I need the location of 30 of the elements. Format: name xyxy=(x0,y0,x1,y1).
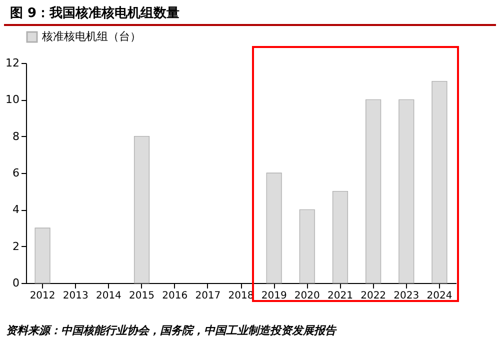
x-tick-label: 2024 xyxy=(426,290,452,302)
x-tick-label: 2021 xyxy=(328,290,353,302)
x-tick-label: 2016 xyxy=(162,290,188,302)
x-tick-label: 2013 xyxy=(62,290,88,302)
x-tick-label: 2020 xyxy=(294,290,320,302)
x-tick-label: 2019 xyxy=(261,290,287,302)
x-tick-label: 2017 xyxy=(195,290,221,302)
y-tick-label: 12 xyxy=(6,56,20,70)
y-tick-label: 8 xyxy=(12,130,20,143)
bar xyxy=(34,228,50,284)
bar xyxy=(432,80,448,284)
x-tick-label: 2012 xyxy=(30,290,56,302)
x-tick-label: 2015 xyxy=(129,290,154,302)
legend-label: 核准核电机组（台） xyxy=(41,30,141,43)
y-tick-label: 6 xyxy=(12,166,20,180)
bar xyxy=(366,99,382,284)
bar xyxy=(398,99,414,284)
text: 资料来源：中国核能行业协会，国务院，中国工业制造投资发展报告 xyxy=(5,323,338,339)
y-tick-label: 0 xyxy=(12,276,20,290)
bar xyxy=(266,172,282,284)
bar xyxy=(332,190,348,284)
y-tick-label: 4 xyxy=(12,203,20,216)
bar xyxy=(134,136,150,284)
y-tick-label: 2 xyxy=(12,240,20,253)
bar xyxy=(299,209,315,284)
y-tick-label: 10 xyxy=(6,93,20,106)
x-tick-label: 2014 xyxy=(96,290,122,302)
chart-title: 图 9：我国核准核电机组数量 xyxy=(4,0,496,26)
x-tick-label: 2023 xyxy=(394,290,420,302)
x-tick-label: 2022 xyxy=(360,290,386,302)
